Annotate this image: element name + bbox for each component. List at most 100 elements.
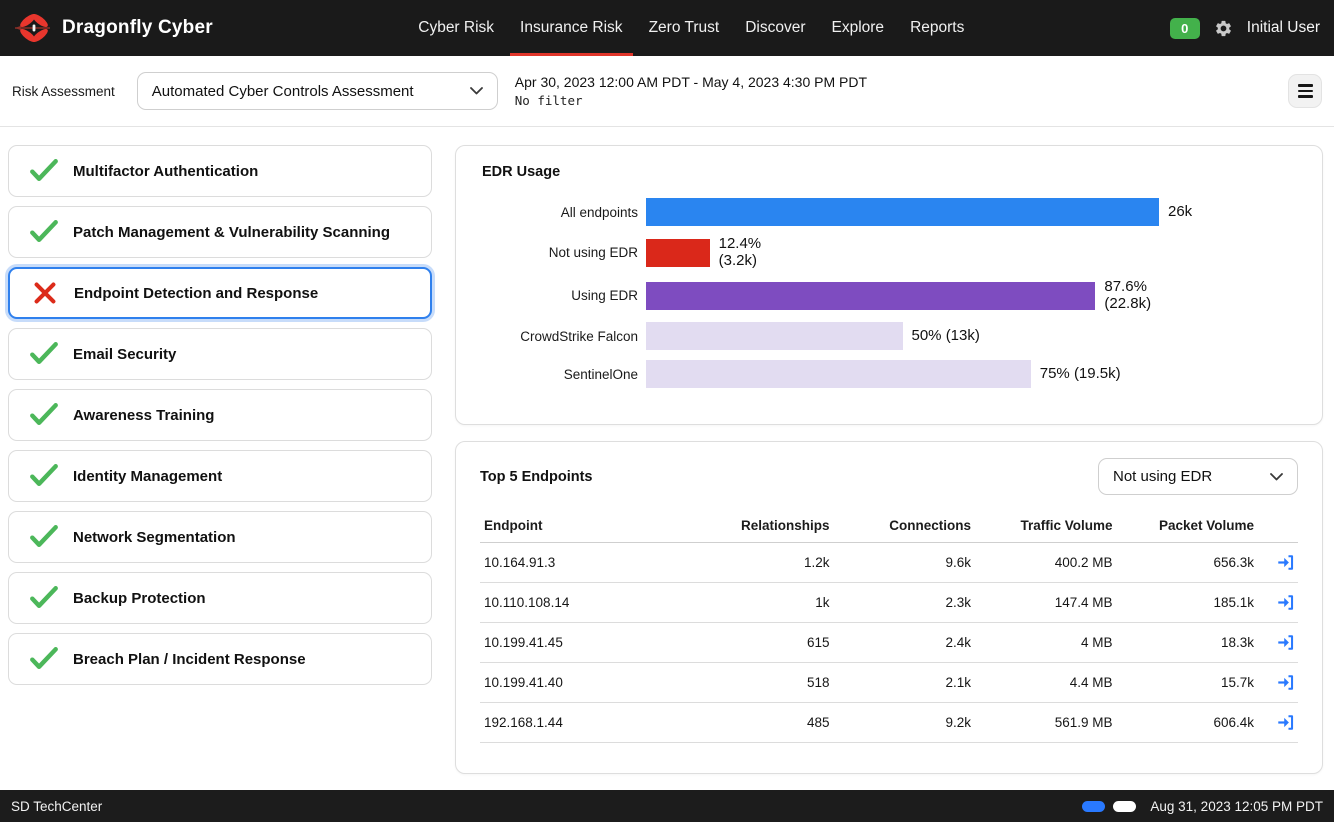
table-row: 10.110.108.14 1k 2.3k 147.4 MB 185.1k bbox=[480, 582, 1298, 623]
status-timestamp: Aug 31, 2023 12:05 PM PDT bbox=[1150, 798, 1323, 814]
bar-track: 12.4% (3.2k) bbox=[646, 235, 1159, 269]
bar-sentinelone[interactable] bbox=[646, 360, 1031, 388]
endpoint-cell: 10.164.91.3 bbox=[480, 542, 692, 583]
col-header-endpoint: Endpoint bbox=[480, 509, 692, 543]
table-row: 10.164.91.3 1.2k 9.6k 400.2 MB 656.3k bbox=[480, 542, 1298, 583]
detail-column: EDR Usage All endpoints 26k Not using ED… bbox=[455, 145, 1323, 790]
check-icon bbox=[27, 646, 61, 672]
hamburger-bar bbox=[1297, 89, 1313, 93]
control-network-segmentation[interactable]: Network Segmentation bbox=[8, 511, 432, 563]
brand[interactable]: Dragonfly Cyber bbox=[14, 11, 213, 45]
traffic-cell: 4 MB bbox=[975, 622, 1117, 663]
nav-right: 0 Initial User bbox=[1169, 17, 1320, 39]
chart-row-all-endpoints: All endpoints 26k bbox=[482, 198, 1296, 226]
table-row: 10.199.41.45 615 2.4k 4 MB 18.3k bbox=[480, 622, 1298, 663]
chevron-down-icon bbox=[469, 87, 483, 95]
control-label: Network Segmentation bbox=[73, 528, 236, 546]
col-header-actions bbox=[1258, 509, 1298, 543]
control-email-security[interactable]: Email Security bbox=[8, 328, 432, 380]
endpoint-cell: 10.199.41.40 bbox=[480, 662, 692, 703]
drill-in-icon[interactable] bbox=[1277, 674, 1294, 691]
toggle-pill-white[interactable] bbox=[1113, 800, 1137, 812]
control-label: Endpoint Detection and Response bbox=[74, 284, 319, 302]
control-endpoint-detection[interactable]: Endpoint Detection and Response bbox=[8, 267, 432, 319]
relationships-cell: 518 bbox=[692, 662, 834, 703]
drill-in-icon[interactable] bbox=[1277, 714, 1294, 731]
connections-cell: 2.4k bbox=[833, 622, 975, 663]
chart-row-using-edr: Using EDR 87.6% (22.8k) bbox=[482, 278, 1296, 312]
bar-not-using-edr[interactable] bbox=[646, 238, 710, 267]
hamburger-bar bbox=[1297, 84, 1313, 87]
tab-zero-trust[interactable]: Zero Trust bbox=[648, 19, 720, 36]
gear-icon[interactable] bbox=[1214, 19, 1233, 38]
top5-endpoints-panel: Top 5 Endpoints Not using EDR Endpoint R… bbox=[455, 441, 1323, 774]
connections-cell: 2.3k bbox=[833, 582, 975, 623]
control-patch-management[interactable]: Patch Management & Vulnerability Scannin… bbox=[8, 206, 432, 258]
endpoint-cell: 10.199.41.45 bbox=[480, 622, 692, 663]
bar-value: 75% (19.5k) bbox=[1039, 364, 1121, 382]
chart-row-sentinelone: SentinelOne 75% (19.5k) bbox=[482, 360, 1296, 388]
toggle-pill-blue[interactable] bbox=[1082, 800, 1106, 812]
connections-cell: 2.1k bbox=[833, 662, 975, 703]
control-label: Breach Plan / Incident Response bbox=[73, 650, 306, 668]
top5-title: Top 5 Endpoints bbox=[480, 468, 593, 485]
bar-all-endpoints[interactable] bbox=[646, 198, 1159, 226]
bar-label: Using EDR bbox=[571, 288, 638, 303]
control-identity-management[interactable]: Identity Management bbox=[8, 450, 432, 502]
control-breach-plan[interactable]: Breach Plan / Incident Response bbox=[8, 633, 432, 685]
tab-cyber-risk[interactable]: Cyber Risk bbox=[418, 19, 495, 36]
drill-in-icon[interactable] bbox=[1277, 594, 1294, 611]
packets-cell: 656.3k bbox=[1116, 542, 1258, 583]
hamburger-menu-button[interactable] bbox=[1288, 74, 1322, 108]
col-header-connections: Connections bbox=[833, 509, 975, 543]
bar-value: 26k bbox=[1168, 202, 1193, 220]
packets-cell: 185.1k bbox=[1116, 582, 1258, 623]
relationships-cell: 485 bbox=[692, 702, 834, 743]
traffic-cell: 561.9 MB bbox=[975, 702, 1117, 743]
col-header-relationships: Relationships bbox=[692, 509, 834, 543]
check-icon bbox=[27, 585, 61, 611]
chevron-down-icon bbox=[1270, 472, 1283, 481]
bar-label: Not using EDR bbox=[548, 245, 638, 260]
dragonfly-logo-icon bbox=[14, 11, 54, 45]
table-header-row: Endpoint Relationships Connections Traff… bbox=[480, 509, 1298, 543]
edr-filter-dropdown[interactable]: Not using EDR bbox=[1098, 458, 1298, 495]
tab-discover[interactable]: Discover bbox=[745, 19, 806, 36]
tab-insurance-risk[interactable]: Insurance Risk bbox=[510, 0, 633, 56]
bar-crowdstrike-falcon[interactable] bbox=[646, 322, 903, 350]
endpoint-cell: 192.168.1.44 bbox=[480, 702, 692, 743]
tab-reports[interactable]: Reports bbox=[910, 19, 965, 36]
table-row: 10.199.41.40 518 2.1k 4.4 MB 15.7k bbox=[480, 662, 1298, 703]
bar-using-edr[interactable] bbox=[646, 281, 1096, 310]
x-icon bbox=[28, 281, 62, 305]
edr-usage-title: EDR Usage bbox=[482, 164, 561, 180]
control-backup-protection[interactable]: Backup Protection bbox=[8, 572, 432, 624]
notification-count-badge[interactable]: 0 bbox=[1169, 17, 1200, 39]
tab-explore[interactable]: Explore bbox=[831, 19, 885, 36]
control-label: Multifactor Authentication bbox=[73, 162, 259, 180]
control-awareness-training[interactable]: Awareness Training bbox=[8, 389, 432, 441]
site-name: SD TechCenter bbox=[11, 798, 103, 814]
check-icon bbox=[27, 158, 61, 184]
bar-label: CrowdStrike Falcon bbox=[520, 328, 638, 344]
chart-row-crowdstrike-falcon: CrowdStrike Falcon 50% (13k) bbox=[482, 322, 1296, 350]
user-menu[interactable]: Initial User bbox=[1246, 19, 1320, 36]
drill-in-icon[interactable] bbox=[1277, 634, 1294, 651]
control-label: Identity Management bbox=[73, 467, 223, 485]
relationships-cell: 1.2k bbox=[692, 542, 834, 583]
top-nav-bar: Dragonfly Cyber Cyber Risk Insurance Ris… bbox=[0, 0, 1334, 56]
check-icon bbox=[27, 341, 61, 367]
drill-in-icon[interactable] bbox=[1277, 554, 1294, 571]
bar-value: 87.6% (22.8k) bbox=[1104, 278, 1152, 312]
assessment-dropdown[interactable]: Automated Cyber Controls Assessment bbox=[136, 72, 498, 110]
hamburger-bar bbox=[1297, 95, 1313, 98]
control-multifactor-authentication[interactable]: Multifactor Authentication bbox=[8, 145, 432, 197]
controls-list: Multifactor Authentication Patch Managem… bbox=[8, 145, 432, 790]
edr-usage-panel: EDR Usage All endpoints 26k Not using ED… bbox=[455, 145, 1323, 425]
nav-tabs: Cyber Risk Insurance Risk Zero Trust Dis… bbox=[408, 0, 974, 56]
chart-row-not-using-edr: Not using EDR 12.4% (3.2k) bbox=[482, 235, 1296, 269]
filter-status-text: No filter bbox=[514, 93, 583, 108]
assessment-dropdown-value: Automated Cyber Controls Assessment bbox=[151, 82, 414, 100]
control-label: Awareness Training bbox=[73, 406, 215, 424]
connections-cell: 9.2k bbox=[833, 702, 975, 743]
